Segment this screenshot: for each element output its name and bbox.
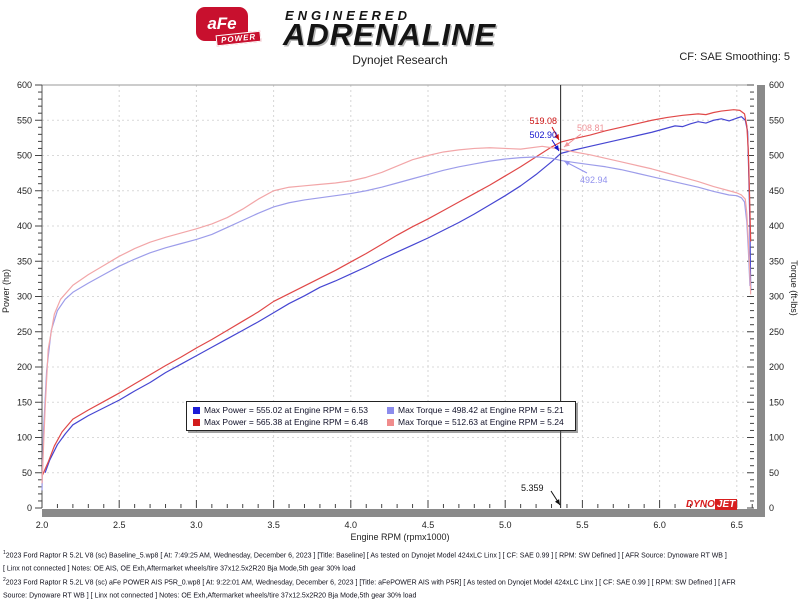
svg-text:0: 0 <box>769 503 774 513</box>
rpm-axis-title: Engine RPM (rpmx1000) <box>350 532 450 542</box>
afe-logo-text: aFe <box>207 14 237 33</box>
logo-engineered-text: ENGINEERED <box>285 8 411 23</box>
svg-text:2.0: 2.0 <box>36 520 49 530</box>
svg-text:550: 550 <box>17 115 32 125</box>
svg-text:3.0: 3.0 <box>190 520 203 530</box>
svg-text:400: 400 <box>17 221 32 231</box>
smoothing-setting: CF: SAE Smoothing: 5 <box>679 51 790 63</box>
svg-text:200: 200 <box>769 362 784 372</box>
run2-notes-text: Source: Dynoware RT WB ] [ Linx not conn… <box>3 592 417 600</box>
cursor-value-power-baseline: 502.90 <box>529 130 557 140</box>
legend-label: Max Power = 555.02 at Engine RPM = 6.53 <box>204 405 368 415</box>
svg-text:300: 300 <box>17 292 32 302</box>
legend-swatch-torque-baseline <box>387 406 394 414</box>
svg-text:100: 100 <box>769 433 784 443</box>
svg-text:50: 50 <box>769 468 779 478</box>
svg-text:250: 250 <box>769 327 784 337</box>
svg-text:300: 300 <box>769 292 784 302</box>
legend-label: Max Torque = 498.42 at Engine RPM = 5.21 <box>398 405 564 415</box>
cursor-value-torque-baseline: 492.94 <box>580 175 608 185</box>
torque-axis-title: Torque (ft-lbs) <box>789 260 799 316</box>
legend-swatch-power-afe <box>193 418 200 426</box>
svg-text:350: 350 <box>769 256 784 266</box>
run2-marker: 2 <box>3 576 6 583</box>
power-axis-title: Power (hp) <box>1 269 11 314</box>
run1-notes-line: [ Linx not connected ] Notes: OE AIS, OE… <box>3 561 799 574</box>
dynojet-logo-jet: JET <box>714 499 738 510</box>
svg-text:400: 400 <box>769 221 784 231</box>
cursor-rpm-label: 5.359 <box>521 483 544 493</box>
run2-text: 2023 Ford Raptor R 5.2L V8 (sc) aFe POWE… <box>5 578 736 586</box>
svg-text:500: 500 <box>769 151 784 161</box>
svg-text:450: 450 <box>17 186 32 196</box>
svg-text:450: 450 <box>769 186 784 196</box>
curve-power-afe <box>41 109 752 477</box>
legend-item-torque-baseline: Max Torque = 498.42 at Engine RPM = 5.21 <box>385 404 567 416</box>
svg-text:550: 550 <box>769 115 784 125</box>
svg-text:250: 250 <box>17 327 32 337</box>
svg-text:150: 150 <box>17 397 32 407</box>
svg-text:6.0: 6.0 <box>653 520 666 530</box>
plot-area[interactable]: 0 50 100 150 200 250 300 350 400 450 500 550 600 0 50 1… <box>0 76 800 546</box>
dynojet-logo: DYNO JET <box>686 499 738 510</box>
curve-torque-afe <box>41 145 752 484</box>
run1-text: 2023 Ford Raptor R 5.2L V8 (sc) Baseline… <box>5 552 727 560</box>
legend-label: Max Torque = 512.63 at Engine RPM = 5.24 <box>398 417 564 427</box>
vertical-scrollbar[interactable] <box>757 85 765 517</box>
svg-text:6.5: 6.5 <box>731 520 744 530</box>
svg-text:4.5: 4.5 <box>422 520 435 530</box>
run2-info-line: 22023 Ford Raptor R 5.2L V8 (sc) aFe POW… <box>3 575 799 588</box>
svg-text:3.5: 3.5 <box>267 520 280 530</box>
run1-marker: 1 <box>3 550 6 556</box>
legend-item-power-baseline: Max Power = 555.02 at Engine RPM = 6.53 <box>191 404 385 416</box>
svg-text:5.0: 5.0 <box>499 520 512 530</box>
legend-item-power-afe: Max Power = 565.38 at Engine RPM = 6.48 <box>191 416 385 428</box>
svg-text:600: 600 <box>769 80 784 90</box>
run1-info-line: 12023 Ford Raptor R 5.2L V8 (sc) Baselin… <box>3 548 799 561</box>
legend-label: Max Power = 565.38 at Engine RPM = 6.48 <box>204 417 368 427</box>
svg-text:50: 50 <box>22 468 32 478</box>
curve-power-baseline <box>44 116 752 473</box>
svg-text:100: 100 <box>17 433 32 443</box>
dynojet-logo-dyno: DYNO <box>686 499 715 510</box>
svg-text:4.0: 4.0 <box>345 520 358 530</box>
run1-notes-text: [ Linx not connected ] Notes: OE AIS, OE… <box>3 565 356 573</box>
svg-text:2.5: 2.5 <box>113 520 126 530</box>
cursor-value-power-afe: 519.08 <box>529 116 557 126</box>
legend-box: Max Power = 555.02 at Engine RPM = 6.53 … <box>186 401 576 431</box>
curve-torque-baseline <box>41 156 751 491</box>
dyno-chart: 0 50 100 150 200 250 300 350 400 450 500 550 600 0 50 1… <box>0 76 800 546</box>
svg-text:200: 200 <box>17 362 32 372</box>
svg-text:500: 500 <box>17 151 32 161</box>
legend-swatch-power-baseline <box>193 406 200 414</box>
svg-text:350: 350 <box>17 256 32 266</box>
cursor-value-torque-afe: 508.81 <box>577 123 605 133</box>
run-info-footer: 12023 Ford Raptor R 5.2L V8 (sc) Baselin… <box>3 548 799 601</box>
svg-text:150: 150 <box>769 397 784 407</box>
svg-text:5.5: 5.5 <box>576 520 589 530</box>
svg-text:0: 0 <box>27 503 32 513</box>
logo-adrenaline-text: ADRENALINE <box>283 17 497 52</box>
legend-swatch-torque-afe <box>387 418 394 426</box>
svg-text:600: 600 <box>17 80 32 90</box>
legend-item-torque-afe: Max Torque = 512.63 at Engine RPM = 5.24 <box>385 416 567 428</box>
chart-title: Dynojet Research <box>352 53 448 67</box>
horizontal-scrollbar[interactable] <box>42 509 765 517</box>
run2-notes-line: Source: Dynoware RT WB ] [ Linx not conn… <box>3 588 799 601</box>
